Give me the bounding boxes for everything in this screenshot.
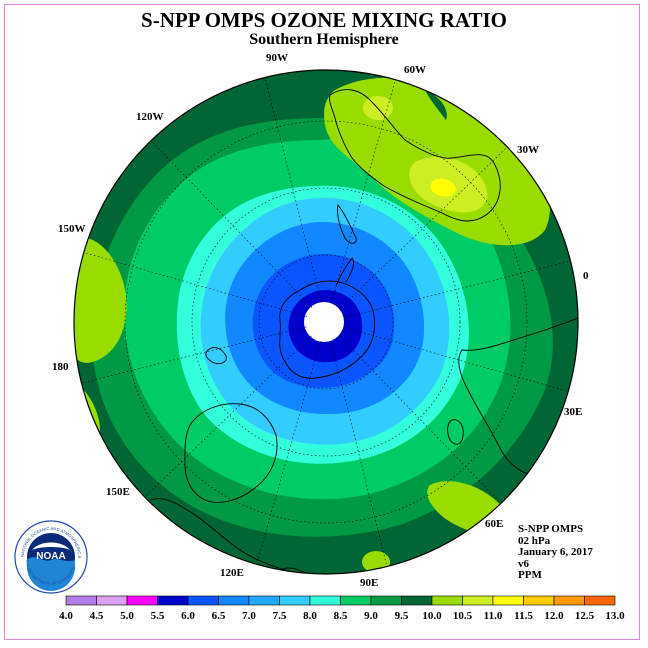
coast-antarctic-peninsula xyxy=(335,257,355,287)
colorbar-cell xyxy=(553,595,585,606)
info-date: January 6, 2017 xyxy=(518,546,593,558)
coast-maritime-se xyxy=(149,498,286,571)
colorbar-label: 11.0 xyxy=(484,610,503,622)
colorbar-label: 7.0 xyxy=(242,610,256,622)
colorbar-label: 10.0 xyxy=(422,610,442,622)
colorbar-label: 4.5 xyxy=(90,610,104,622)
lon-label-90w: 90W xyxy=(266,52,288,64)
coast-new-zealand xyxy=(205,347,227,365)
colorbar-cell xyxy=(462,595,494,606)
lon-label-0: 0 xyxy=(583,270,589,282)
contour-8-5-drake xyxy=(425,90,447,120)
longitude-labels: 90W 60W 30W 0 30E 60E 90E 120E 150E 180 … xyxy=(52,52,589,589)
lon-label-150e: 150E xyxy=(106,486,130,498)
colorbar-cell xyxy=(523,595,555,606)
meridian-line xyxy=(330,341,388,567)
info-units: PPM xyxy=(518,569,542,581)
info-block: S-NPP OMPS 02 hPa January 6, 2017 v6 PPM xyxy=(518,523,593,582)
meridian-line xyxy=(345,260,571,318)
map-title: S-NPP OMPS OZONE MIXING RATIO xyxy=(141,8,507,32)
colorbar-label: 13.0 xyxy=(605,610,625,622)
meridians xyxy=(81,77,571,567)
colorbar-cell xyxy=(279,595,311,606)
colorbar-label: 8.0 xyxy=(303,610,317,622)
meridian-line xyxy=(345,327,569,392)
colorbar-cell xyxy=(126,595,158,606)
colorbar-cell xyxy=(248,595,280,606)
colorbar-cell xyxy=(584,595,616,606)
colorbar-cell xyxy=(340,595,372,606)
colorbar: 4.0 4.5 5.0 5.5 6.0 6.5 7.0 7.5 8.0 8.5 9.0 9.5 10.0… xyxy=(59,595,625,622)
colorbar-label: 9.0 xyxy=(364,610,378,622)
lon-label-60e: 60E xyxy=(485,518,503,530)
coast-australia xyxy=(184,403,278,503)
ozone-field xyxy=(74,70,578,574)
meridian-line xyxy=(340,146,508,309)
colorbar-label: 9.5 xyxy=(395,610,409,622)
lon-label-30w: 30W xyxy=(517,144,539,156)
polar-no-data xyxy=(304,302,344,342)
colorbar-label: 6.5 xyxy=(212,610,226,622)
meridian-line xyxy=(339,336,502,504)
meridian-line xyxy=(144,335,312,498)
colorbar-label: 12.5 xyxy=(575,610,595,622)
colorbar-cell xyxy=(96,595,128,606)
map-border xyxy=(73,69,579,575)
noaa-logo: NOAA NATIONAL OCEANIC AND ATMOSPHERIC AD… xyxy=(14,520,88,594)
colorbar-cell xyxy=(218,595,250,606)
info-level: 02 hPa xyxy=(518,534,551,547)
colorbar-label: 7.5 xyxy=(273,610,287,622)
meridian-line xyxy=(256,341,321,565)
lon-label-120e: 120E xyxy=(220,567,244,579)
coast-south-america-tip xyxy=(337,203,357,244)
contour-9-0-west xyxy=(74,237,127,363)
colorbar-cell xyxy=(370,595,402,606)
info-instrument: S-NPP OMPS xyxy=(518,523,584,535)
lon-label-180: 180 xyxy=(52,361,69,373)
coast-antarctica xyxy=(279,280,375,379)
colorbar-label: 11.5 xyxy=(514,610,533,622)
contour-10-0-atlantic xyxy=(430,178,456,197)
lon-label-90e: 90E xyxy=(360,577,378,589)
colorbar-cell xyxy=(492,595,524,606)
coast-south-america xyxy=(329,89,501,222)
meridian-line xyxy=(83,252,307,317)
colorbar-cell xyxy=(65,595,97,606)
colorbar-cell xyxy=(309,595,341,606)
lon-label-60w: 60W xyxy=(404,64,426,76)
contour-9-0-south xyxy=(362,551,390,573)
info-version: v6 xyxy=(518,557,529,570)
colorbar-label: 4.0 xyxy=(59,610,73,622)
noaa-logo-text: NOAA xyxy=(36,551,65,562)
colorbar-label: 12.0 xyxy=(544,610,564,622)
meridian-line xyxy=(264,77,322,303)
colorbar-cell xyxy=(187,595,219,606)
colorbar-label: 10.5 xyxy=(453,610,473,622)
graticule xyxy=(124,120,528,524)
lon-label-120w: 120W xyxy=(136,111,164,123)
coastlines xyxy=(149,89,578,574)
lon-label-30e: 30E xyxy=(564,406,582,418)
lon-label-150w: 150W xyxy=(58,223,86,235)
colorbar-label: 5.0 xyxy=(120,610,134,622)
coast-madagascar xyxy=(447,419,464,445)
figure-frame xyxy=(4,4,640,640)
colorbar-label: 5.5 xyxy=(151,610,165,622)
colorbar-cell xyxy=(157,595,189,606)
colorbar-cell xyxy=(401,595,433,606)
colorbar-label: 8.5 xyxy=(334,610,348,622)
meridian-line xyxy=(150,140,313,308)
map-subtitle: Southern Hemisphere xyxy=(249,31,399,48)
meridian-line xyxy=(81,326,307,384)
colorbar-cell xyxy=(431,595,463,606)
colorbar-label: 6.0 xyxy=(181,610,195,622)
